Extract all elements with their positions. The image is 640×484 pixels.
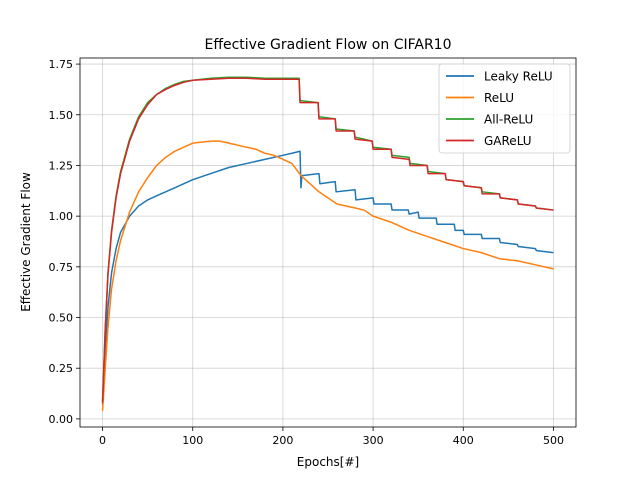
axis-ticks: 0 100 200 300 400 500 0.00 0.25 0.50 0.75 1.00 1.25… bbox=[49, 58, 564, 447]
y-tick-label: 0.75 bbox=[49, 261, 74, 274]
x-tick-label: 100 bbox=[182, 434, 203, 447]
x-tick-label: 400 bbox=[453, 434, 474, 447]
x-tick-label: 500 bbox=[543, 434, 564, 447]
legend-label-garelu: GAReLU bbox=[484, 134, 532, 148]
series-line-relu bbox=[101, 140, 554, 411]
x-tick-label: 0 bbox=[99, 434, 106, 447]
legend: Leaky ReLU ReLU All-ReLU GAReLU bbox=[438, 63, 571, 154]
legend-label-relu: ReLU bbox=[484, 91, 514, 105]
series-line-garelu bbox=[101, 77, 554, 403]
y-tick-label: 0.50 bbox=[49, 312, 74, 325]
y-tick-label: 1.00 bbox=[49, 210, 74, 223]
series-lines bbox=[101, 76, 554, 411]
x-axis-label: Epochs[#] bbox=[297, 455, 359, 469]
x-tick-label: 300 bbox=[363, 434, 384, 447]
y-tick-label: 1.25 bbox=[49, 159, 74, 172]
y-axis-label: Effective Gradient Flow bbox=[19, 172, 33, 312]
legend-label-all-relu: All-ReLU bbox=[484, 113, 533, 127]
series-line-leaky-relu bbox=[101, 150, 554, 405]
y-tick-label: 0.00 bbox=[49, 413, 74, 426]
plot-frame bbox=[79, 57, 577, 428]
y-tick-label: 1.50 bbox=[49, 109, 74, 122]
x-tick-label: 200 bbox=[272, 434, 293, 447]
legend-label-leaky-relu: Leaky ReLU bbox=[484, 70, 553, 84]
y-tick-label: 0.25 bbox=[49, 362, 74, 375]
chart-title: Effective Gradient Flow on CIFAR10 bbox=[204, 37, 451, 53]
legend-box bbox=[438, 63, 571, 154]
y-tick-label: 1.75 bbox=[49, 58, 74, 71]
grid-lines bbox=[80, 58, 576, 427]
